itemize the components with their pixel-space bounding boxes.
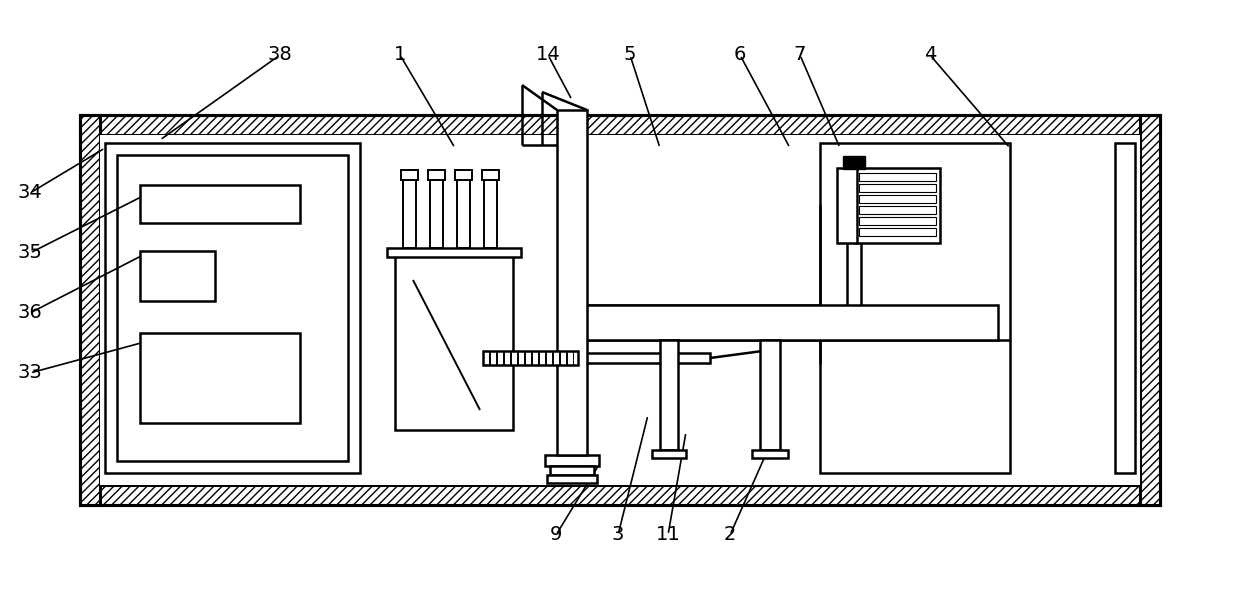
Text: 9: 9 xyxy=(549,526,562,544)
Bar xyxy=(856,168,940,243)
Bar xyxy=(546,351,552,365)
Bar xyxy=(401,170,418,180)
Text: 34: 34 xyxy=(17,183,42,203)
Bar xyxy=(578,353,711,363)
Text: 3: 3 xyxy=(611,526,624,544)
Bar xyxy=(859,195,936,203)
Bar xyxy=(430,180,443,248)
Bar xyxy=(859,184,936,192)
Bar xyxy=(458,180,470,248)
Bar xyxy=(547,475,596,483)
Bar xyxy=(428,170,445,180)
Bar xyxy=(539,351,546,365)
Bar xyxy=(859,206,936,214)
Text: 7: 7 xyxy=(794,46,806,64)
Bar xyxy=(497,351,503,365)
Text: 4: 4 xyxy=(924,46,936,64)
Bar xyxy=(81,115,1159,135)
Bar xyxy=(396,255,513,430)
Bar xyxy=(551,466,594,475)
Bar xyxy=(560,351,565,365)
Bar xyxy=(557,110,587,455)
Bar xyxy=(81,485,1159,505)
Bar xyxy=(546,455,599,466)
Bar xyxy=(525,351,531,365)
Bar xyxy=(837,168,857,243)
Bar xyxy=(100,135,1140,485)
Text: 33: 33 xyxy=(17,364,42,382)
Bar xyxy=(567,351,573,365)
Text: 1: 1 xyxy=(394,46,407,64)
Bar xyxy=(484,351,489,365)
Bar xyxy=(1140,115,1159,505)
Bar xyxy=(81,115,100,505)
Bar xyxy=(660,340,678,450)
Bar xyxy=(751,450,787,458)
Bar xyxy=(484,180,497,248)
Bar xyxy=(140,251,215,301)
Bar xyxy=(1115,143,1135,473)
Bar xyxy=(105,143,360,473)
Text: 11: 11 xyxy=(656,526,681,544)
Bar xyxy=(532,351,538,365)
Text: 6: 6 xyxy=(734,46,746,64)
Bar xyxy=(859,173,936,181)
Bar xyxy=(387,248,521,257)
Text: 2: 2 xyxy=(724,526,737,544)
Bar xyxy=(511,351,517,365)
Bar xyxy=(820,143,1011,473)
Bar xyxy=(81,115,1159,505)
Bar xyxy=(140,185,300,223)
Text: 36: 36 xyxy=(17,304,42,322)
Bar xyxy=(760,340,780,450)
Bar xyxy=(484,351,578,365)
Text: 14: 14 xyxy=(536,46,560,64)
Bar xyxy=(482,170,498,180)
Bar xyxy=(455,170,472,180)
Bar xyxy=(503,351,510,365)
Bar xyxy=(403,180,415,248)
Bar xyxy=(490,351,496,365)
Bar xyxy=(859,217,936,225)
Bar xyxy=(553,351,559,365)
Bar xyxy=(558,305,998,340)
Bar xyxy=(140,333,300,423)
Bar xyxy=(859,228,936,236)
Text: 35: 35 xyxy=(17,243,42,262)
Bar xyxy=(652,450,686,458)
Text: 38: 38 xyxy=(268,46,293,64)
Bar xyxy=(518,351,525,365)
Bar xyxy=(843,156,866,169)
Bar xyxy=(117,155,348,461)
Text: 5: 5 xyxy=(624,46,636,64)
